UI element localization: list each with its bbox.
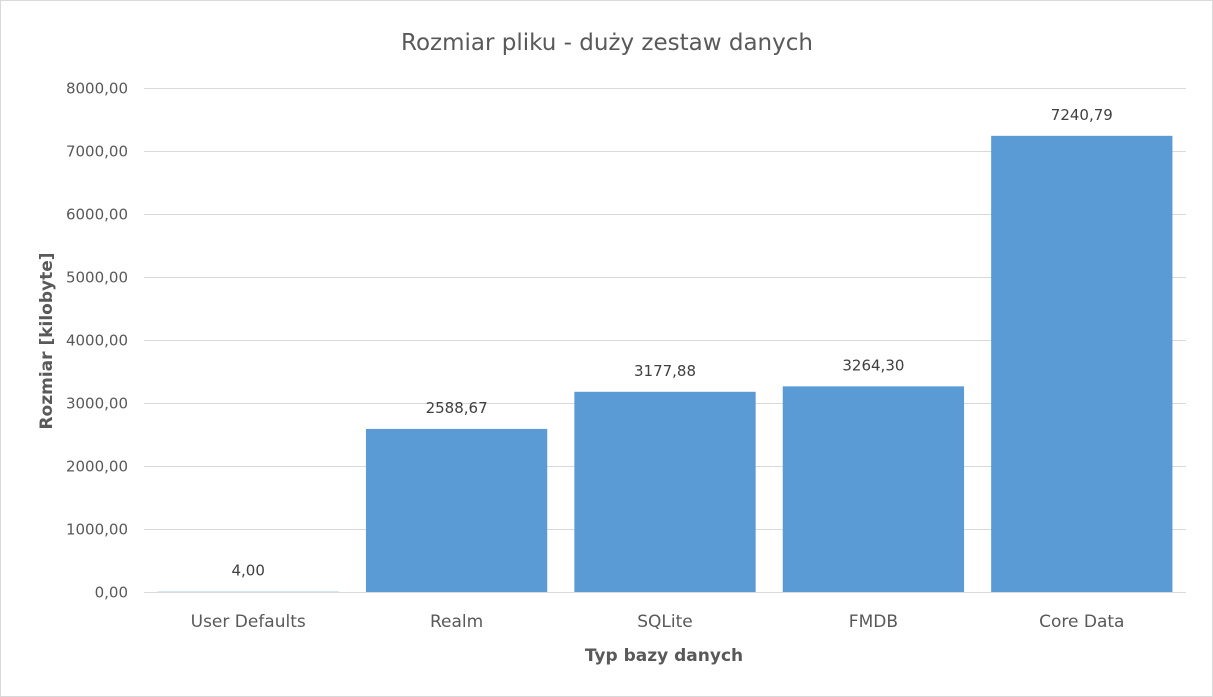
y-tick-label: 7000,00 [66, 143, 128, 161]
y-tick-label: 1000,00 [66, 521, 128, 539]
bar [782, 386, 965, 592]
bar [991, 135, 1173, 592]
y-axis-title: Rozmiar [kilobyte] [37, 252, 57, 429]
y-tick-label: 0,00 [95, 584, 128, 602]
data-labels: 4,00 2588,67 3177,88 3264,30 7240,79 [231, 106, 1112, 580]
y-tick-label: 2000,00 [66, 458, 128, 476]
data-label: 4,00 [231, 562, 264, 580]
y-tick-label: 5000,00 [66, 269, 128, 287]
bar [365, 428, 548, 592]
y-tick-label: 8000,00 [66, 80, 128, 98]
x-axis-title: Typ bazy danych [585, 646, 743, 666]
y-axis-ticks: 0,00 1000,00 2000,00 3000,00 4000,00 5000,00 6… [66, 80, 128, 602]
x-tick-label: SQLite [637, 612, 693, 632]
y-tick-label: 3000,00 [66, 395, 128, 413]
y-tick-label: 6000,00 [66, 206, 128, 224]
data-label: 2588,67 [426, 399, 488, 417]
bars [157, 135, 1173, 592]
x-tick-label: User Defaults [191, 612, 306, 632]
y-tick-label: 4000,00 [66, 332, 128, 350]
chart-title: Rozmiar pliku - duży zestaw danych [401, 30, 813, 56]
x-tick-label: Realm [430, 612, 483, 632]
x-tick-label: FMDB [849, 612, 898, 632]
bar [574, 391, 756, 592]
data-label: 3177,88 [634, 362, 696, 380]
data-label: 7240,79 [1051, 106, 1113, 124]
data-label: 3264,30 [842, 356, 904, 374]
x-axis-ticks: User Defaults Realm SQLite FMDB Core Data [191, 612, 1125, 632]
x-tick-label: Core Data [1039, 612, 1124, 632]
gridlines [144, 88, 1186, 593]
